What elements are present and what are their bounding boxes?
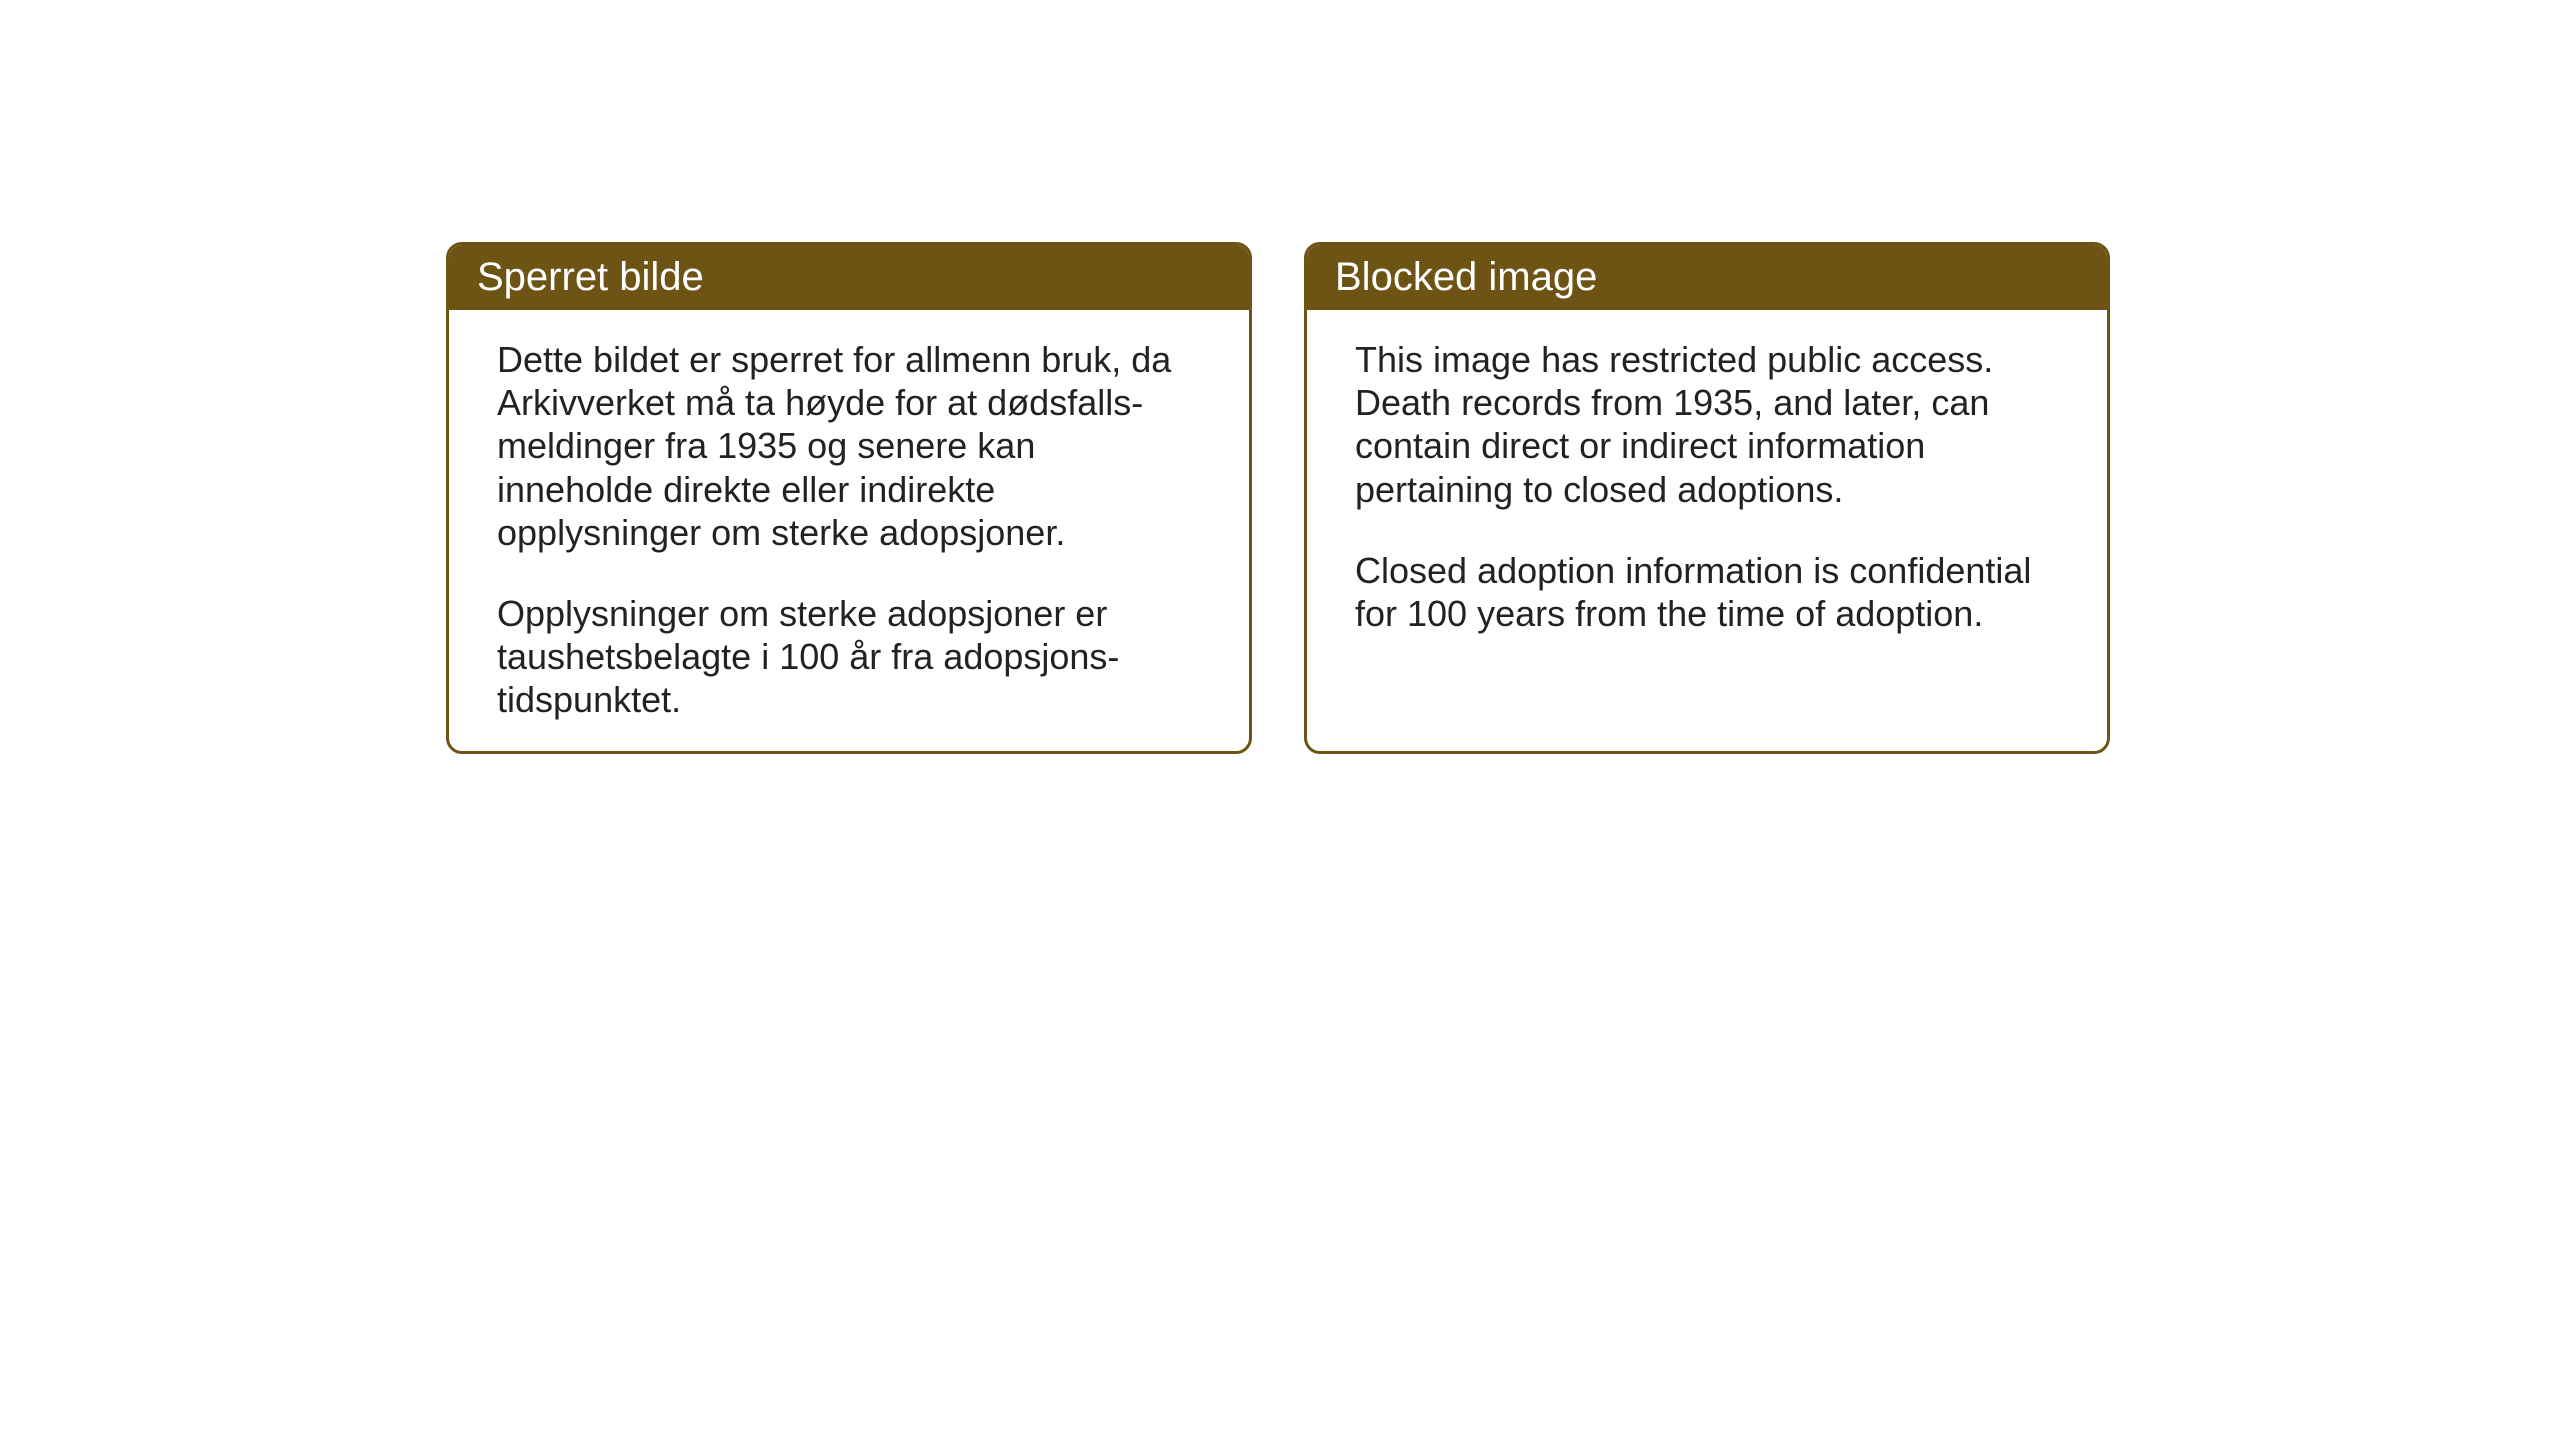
- notice-paragraph-1-english: This image has restricted public access.…: [1355, 338, 2059, 511]
- notice-container: Sperret bilde Dette bildet er sperret fo…: [446, 242, 2110, 754]
- notice-header-norwegian: Sperret bilde: [449, 245, 1249, 310]
- notice-body-english: This image has restricted public access.…: [1307, 310, 2107, 671]
- notice-paragraph-2-english: Closed adoption information is confident…: [1355, 549, 2059, 635]
- notice-card-norwegian: Sperret bilde Dette bildet er sperret fo…: [446, 242, 1252, 754]
- notice-body-norwegian: Dette bildet er sperret for allmenn bruk…: [449, 310, 1249, 754]
- notice-paragraph-2-norwegian: Opplysninger om sterke adopsjoner er tau…: [497, 592, 1201, 722]
- notice-paragraph-1-norwegian: Dette bildet er sperret for allmenn bruk…: [497, 338, 1201, 554]
- notice-header-english: Blocked image: [1307, 245, 2107, 310]
- notice-card-english: Blocked image This image has restricted …: [1304, 242, 2110, 754]
